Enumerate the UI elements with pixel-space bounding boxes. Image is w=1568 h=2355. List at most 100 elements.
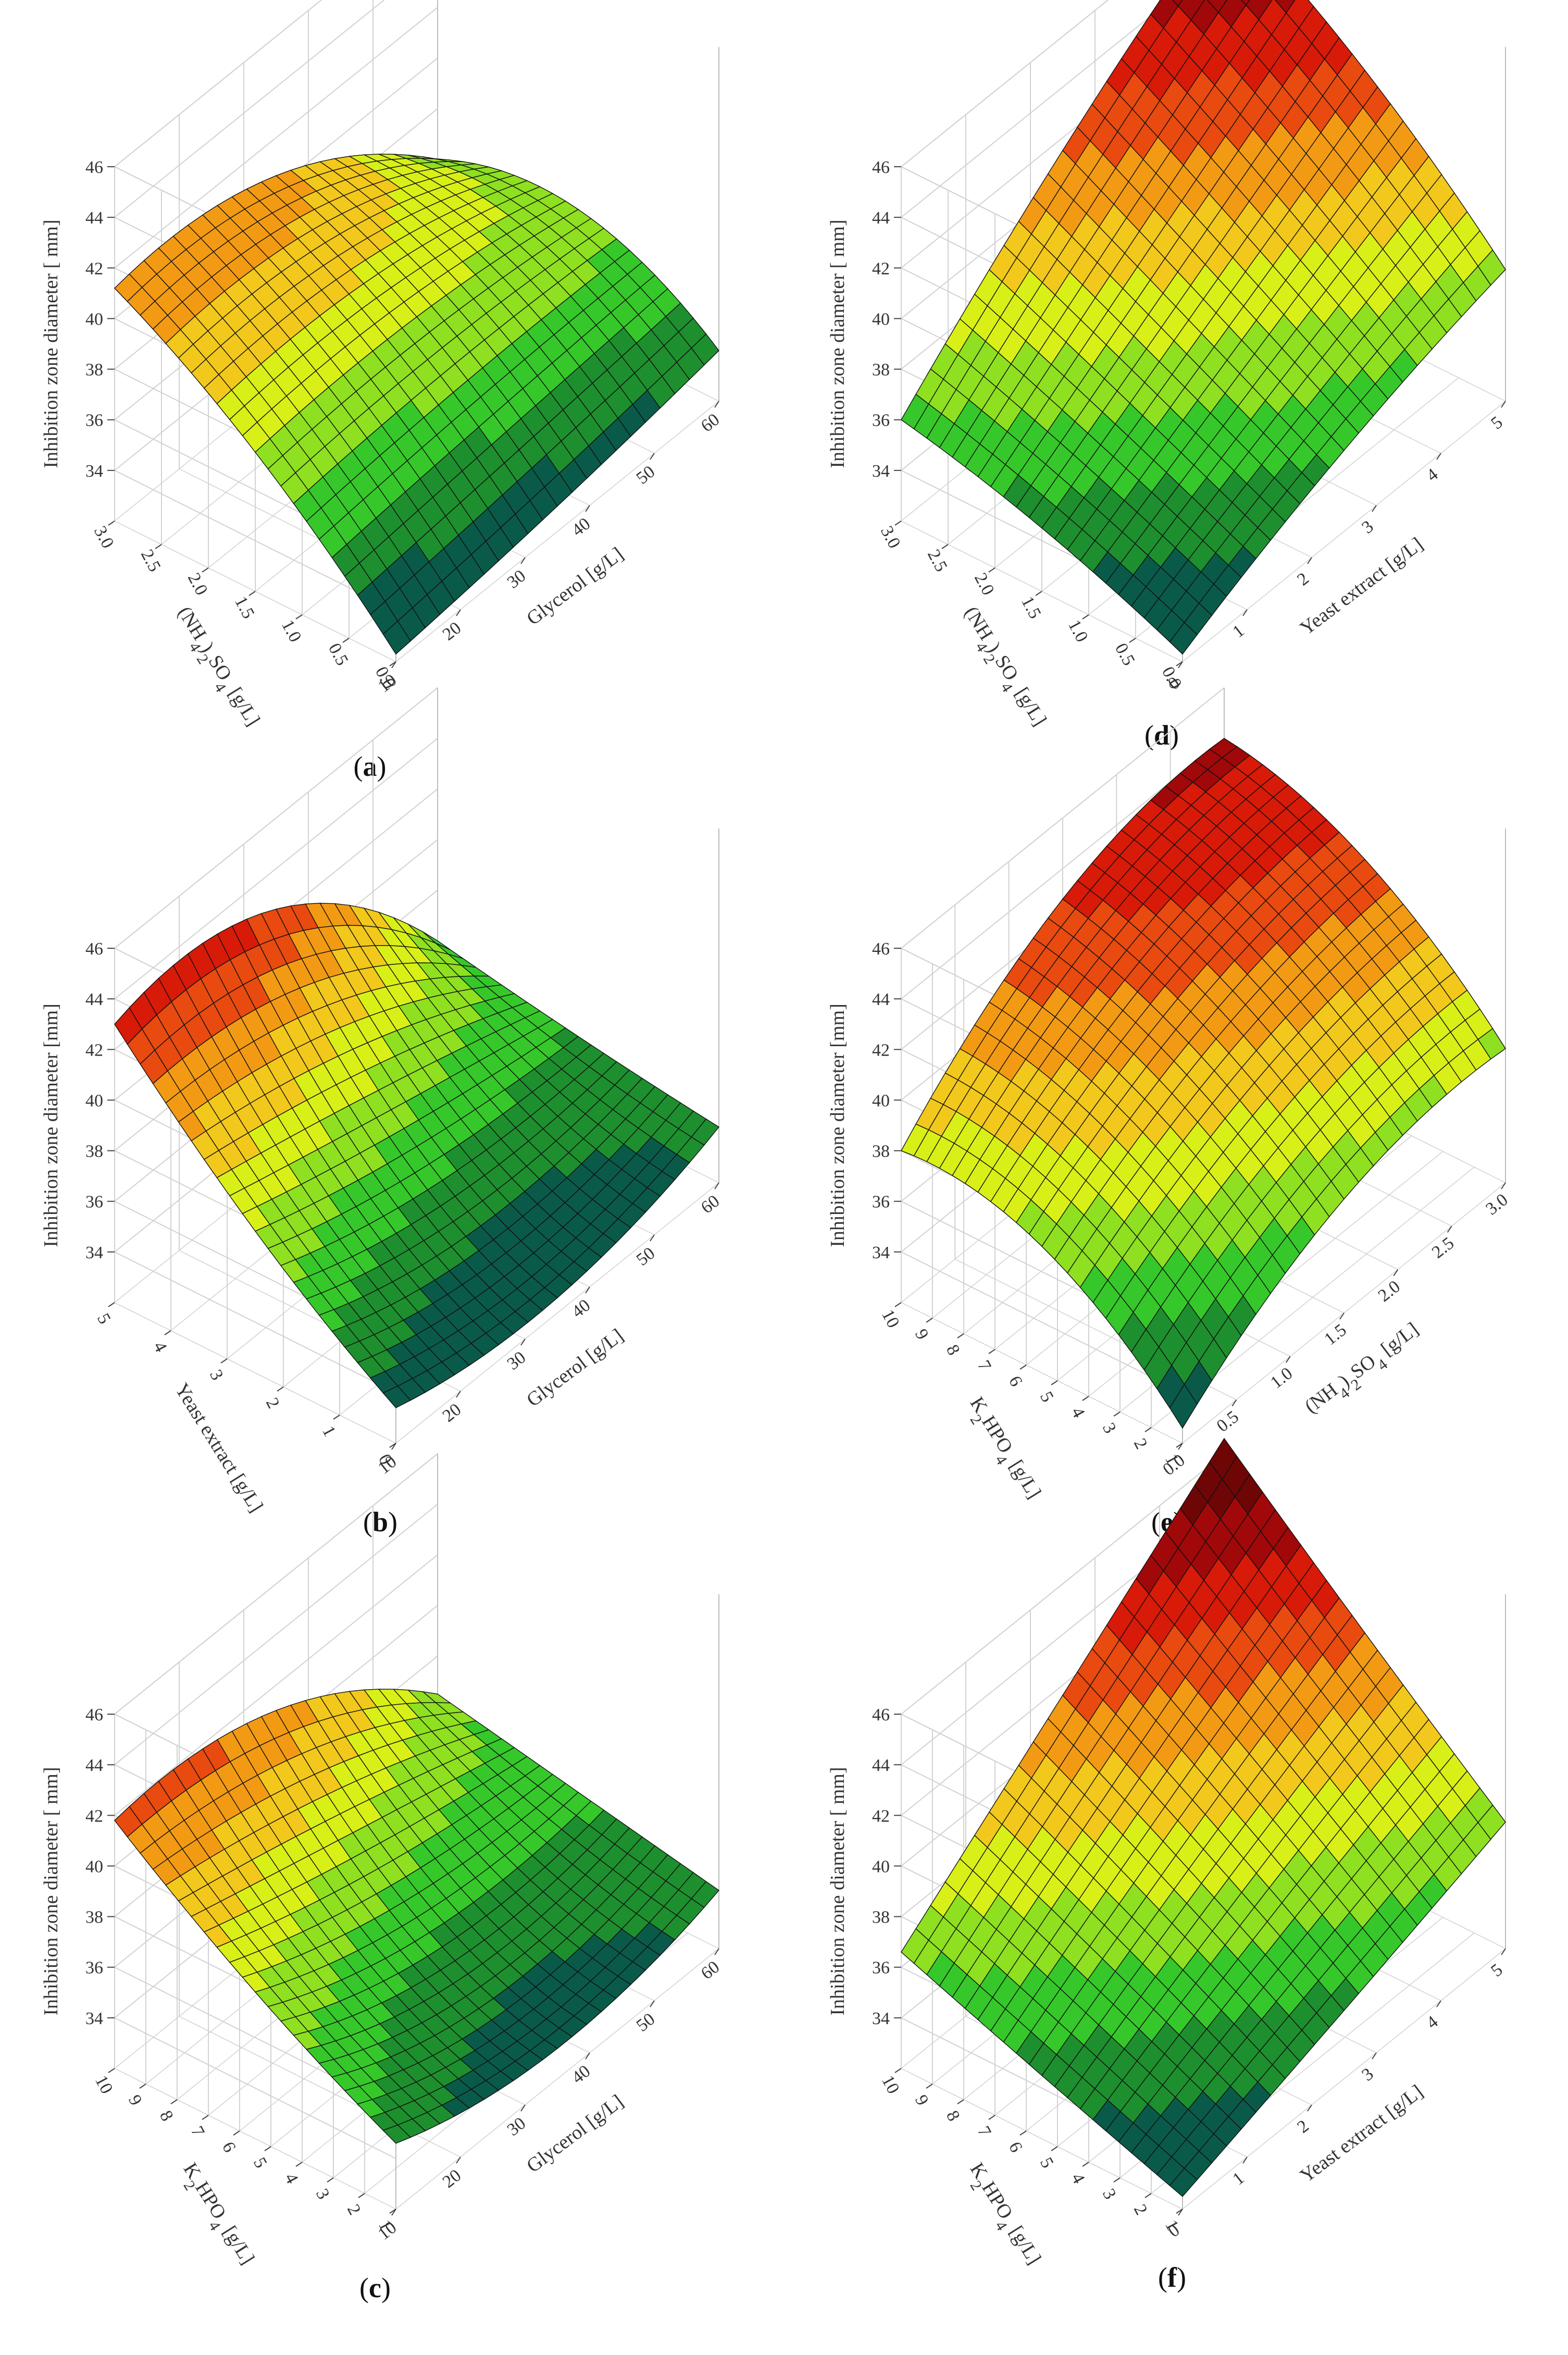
y-tick-label: 2 — [343, 2201, 365, 2218]
surface-cell — [1172, 0, 1183, 7]
z-tick-label: 36 — [872, 1959, 890, 1978]
panel-caption-c: (c) — [359, 2272, 391, 2303]
y-tick-label: 0.5 — [1111, 640, 1139, 669]
x-tick-label: 1 — [1229, 621, 1248, 642]
z-tick-label: 42 — [85, 1040, 103, 1060]
y-tick-label: 2.0 — [970, 570, 998, 599]
z-tick-label: 44 — [872, 990, 890, 1009]
y-tick-label: 2 — [262, 1395, 283, 1411]
surface-cell — [1477, 1804, 1506, 1840]
x-tick-label: 60 — [698, 1192, 724, 1218]
y-tick-label: 2.0 — [184, 570, 211, 599]
z-axis-label: Inhibition zone diameter [mm] — [827, 1003, 849, 1247]
x-tick-label: 40 — [568, 514, 594, 540]
y-tick-label: 3.0 — [90, 523, 118, 552]
y-tick-label: 3 — [1099, 2186, 1120, 2202]
x-tick-label: 2 — [1293, 2116, 1312, 2137]
z-tick-label: 44 — [85, 1756, 103, 1775]
y-tick-label: 4 — [1067, 2170, 1089, 2187]
y-tick-label: 8 — [942, 1342, 964, 1358]
x-tick-label: 30 — [504, 1348, 530, 1374]
x-tick-label: 3 — [1358, 2064, 1377, 2085]
z-tick-label: 46 — [85, 1705, 103, 1725]
x-tick-label: 50 — [633, 462, 659, 488]
y-tick-label: 6 — [1005, 1373, 1026, 1390]
z-tick-label: 42 — [85, 259, 103, 278]
z-axis-label: Inhibition zone diameter [ mm] — [40, 220, 62, 468]
surface-plot-b: 34363840424446102030405060012345Inhibiti… — [40, 687, 724, 1516]
x-tick-label: 3.0 — [1482, 1190, 1511, 1219]
z-tick-label: 36 — [872, 1193, 890, 1212]
z-tick-label: 46 — [872, 939, 890, 959]
x-tick-label: 4 — [1423, 465, 1441, 486]
z-tick-label: 36 — [85, 411, 103, 430]
y-tick-label: 9 — [125, 2092, 146, 2109]
z-axis-label: Inhibition zone diameter [mm] — [40, 1003, 62, 1247]
z-tick-label: 40 — [872, 309, 890, 329]
surface-cell — [691, 1881, 720, 1908]
z-tick-label: 44 — [872, 208, 890, 228]
y-tick-label: 5 — [93, 1310, 115, 1327]
surface-mesh — [901, 0, 1506, 655]
y-tick-label: 1.0 — [278, 617, 305, 646]
z-tick-label: 46 — [85, 158, 103, 177]
y-tick-label: 2.5 — [924, 547, 951, 575]
z-tick-label: 40 — [85, 1091, 103, 1110]
surface-plot-c: 3436384042444610203040506012345678910Inh… — [40, 1453, 723, 2269]
surface-mesh — [114, 902, 720, 1408]
z-axis-label: Inhibition zone diameter [ mm] — [827, 220, 849, 468]
x-tick-label: 60 — [698, 410, 724, 436]
x-tick-label: 5 — [1487, 413, 1506, 433]
y-tick-label: 10 — [91, 2072, 117, 2097]
surface-cell — [1477, 249, 1506, 286]
x-tick-label: 30 — [504, 566, 530, 592]
z-tick-label: 44 — [85, 208, 103, 228]
y-tick-label: 1.5 — [231, 593, 258, 622]
x-axis-label: Yeast extract [g/L] — [1296, 533, 1427, 639]
x-tick-label: 40 — [568, 1296, 594, 1322]
z-tick-label: 46 — [872, 158, 890, 177]
z-tick-label: 38 — [872, 1908, 890, 1927]
x-tick-label: 1 — [1229, 2168, 1248, 2189]
y-tick-label: 3 — [1099, 1420, 1120, 1436]
surface-mesh — [901, 1437, 1506, 2197]
z-tick-label: 38 — [872, 361, 890, 380]
surface-cell — [691, 333, 719, 366]
surface-plot-a: 343638404244461020304050600.00.51.01.52.… — [40, 0, 724, 730]
z-tick-label: 38 — [85, 361, 103, 380]
panel-caption-f: (f) — [1158, 2262, 1186, 2293]
surface-plot-e: 343638404244460.00.51.01.52.02.53.012345… — [827, 687, 1512, 1503]
surface-mesh — [901, 738, 1506, 1429]
y-tick-label: 9 — [911, 1326, 932, 1343]
x-axis-label: (NH4)2SO4 [g/L] — [1301, 1318, 1427, 1423]
y-axis-label: (NH4)2SO4 [g/L] — [954, 603, 1051, 734]
x-tick-label: 5 — [1487, 1960, 1506, 1981]
x-axis-label: Glycerol [g/L] — [522, 543, 627, 629]
z-tick-label: 40 — [85, 1857, 103, 1876]
x-tick-label: 4 — [1423, 2012, 1441, 2033]
surface-plot-d: 343638404244460123450.00.51.01.52.02.53.… — [827, 0, 1507, 730]
y-tick-label: 4 — [1067, 1404, 1089, 1421]
y-tick-label: 8 — [942, 2108, 964, 2124]
x-tick-label: 20 — [439, 1400, 465, 1426]
z-tick-label: 42 — [872, 1806, 890, 1826]
z-tick-label: 46 — [85, 939, 103, 959]
surface-mesh — [114, 154, 719, 655]
surface-cell — [1241, 0, 1250, 6]
y-tick-label: 9 — [911, 2092, 932, 2109]
y-tick-label: 1.5 — [1017, 593, 1045, 622]
z-tick-label: 38 — [85, 1142, 103, 1161]
z-tick-label: 42 — [872, 259, 890, 278]
z-tick-label: 34 — [85, 1243, 103, 1262]
y-axis-label: K2HPO4 [g/L] — [959, 1393, 1045, 1506]
x-tick-label: 3 — [1358, 517, 1377, 538]
z-tick-label: 34 — [872, 462, 890, 481]
y-tick-label: 4 — [281, 2170, 302, 2187]
y-tick-label: 7 — [974, 1357, 995, 1374]
z-tick-label: 40 — [872, 1857, 890, 1876]
surface-plot-f: 3436384042444601234512345678910Inhibitio… — [827, 1437, 1507, 2269]
z-tick-label: 34 — [872, 1243, 890, 1262]
y-axis-label: (NH4)2SO4 [g/L] — [167, 603, 264, 734]
y-tick-label: 1 — [318, 1423, 340, 1440]
surface-cell — [1274, 0, 1296, 14]
